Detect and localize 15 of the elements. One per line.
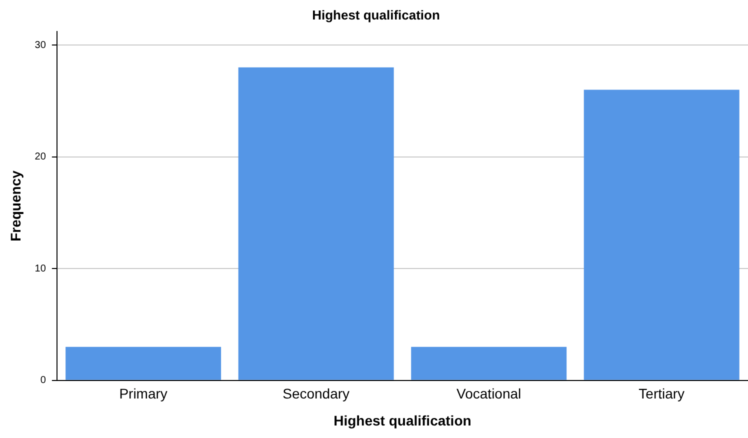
bar — [584, 90, 740, 380]
y-axis-title: Frequency — [7, 170, 24, 242]
x-tick-label: Vocational — [456, 386, 522, 402]
chart-title: Highest qualification — [312, 7, 440, 22]
x-tick-label: Primary — [119, 386, 168, 402]
y-tick-label: 10 — [34, 263, 46, 274]
bar — [66, 346, 222, 380]
bar — [238, 67, 394, 380]
x-tick-label: Tertiary — [638, 386, 685, 402]
bar — [411, 346, 567, 380]
x-tick-label: Secondary — [282, 386, 350, 402]
x-axis-title: Highest qualification — [334, 412, 472, 428]
y-tick-label: 0 — [40, 375, 46, 386]
y-tick-label: 30 — [34, 40, 46, 51]
y-tick-label: 20 — [34, 152, 46, 163]
